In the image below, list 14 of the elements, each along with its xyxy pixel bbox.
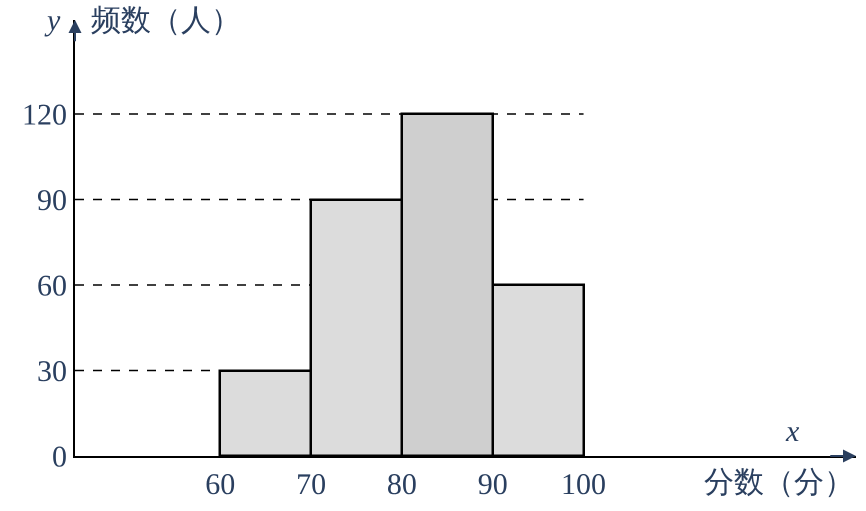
x-tick-label: 60 — [205, 468, 236, 501]
x-tick-label: 90 — [478, 468, 508, 501]
y-tick-label: 0 — [52, 440, 67, 474]
y-tick-label: 90 — [37, 184, 67, 218]
y-tick-label: 60 — [37, 270, 67, 303]
x-axis-title: 分数（分） — [704, 466, 854, 499]
x-tick-label: 70 — [296, 468, 326, 501]
y-tick-label: 120 — [22, 98, 67, 132]
x-tick-label: 80 — [386, 468, 417, 501]
text: y — [44, 4, 61, 37]
y-axis-title: 频数（人） — [91, 4, 241, 37]
y-tick-label: 30 — [37, 355, 67, 388]
annotation: x — [785, 415, 800, 448]
x-tick-label: 100 — [561, 468, 606, 501]
